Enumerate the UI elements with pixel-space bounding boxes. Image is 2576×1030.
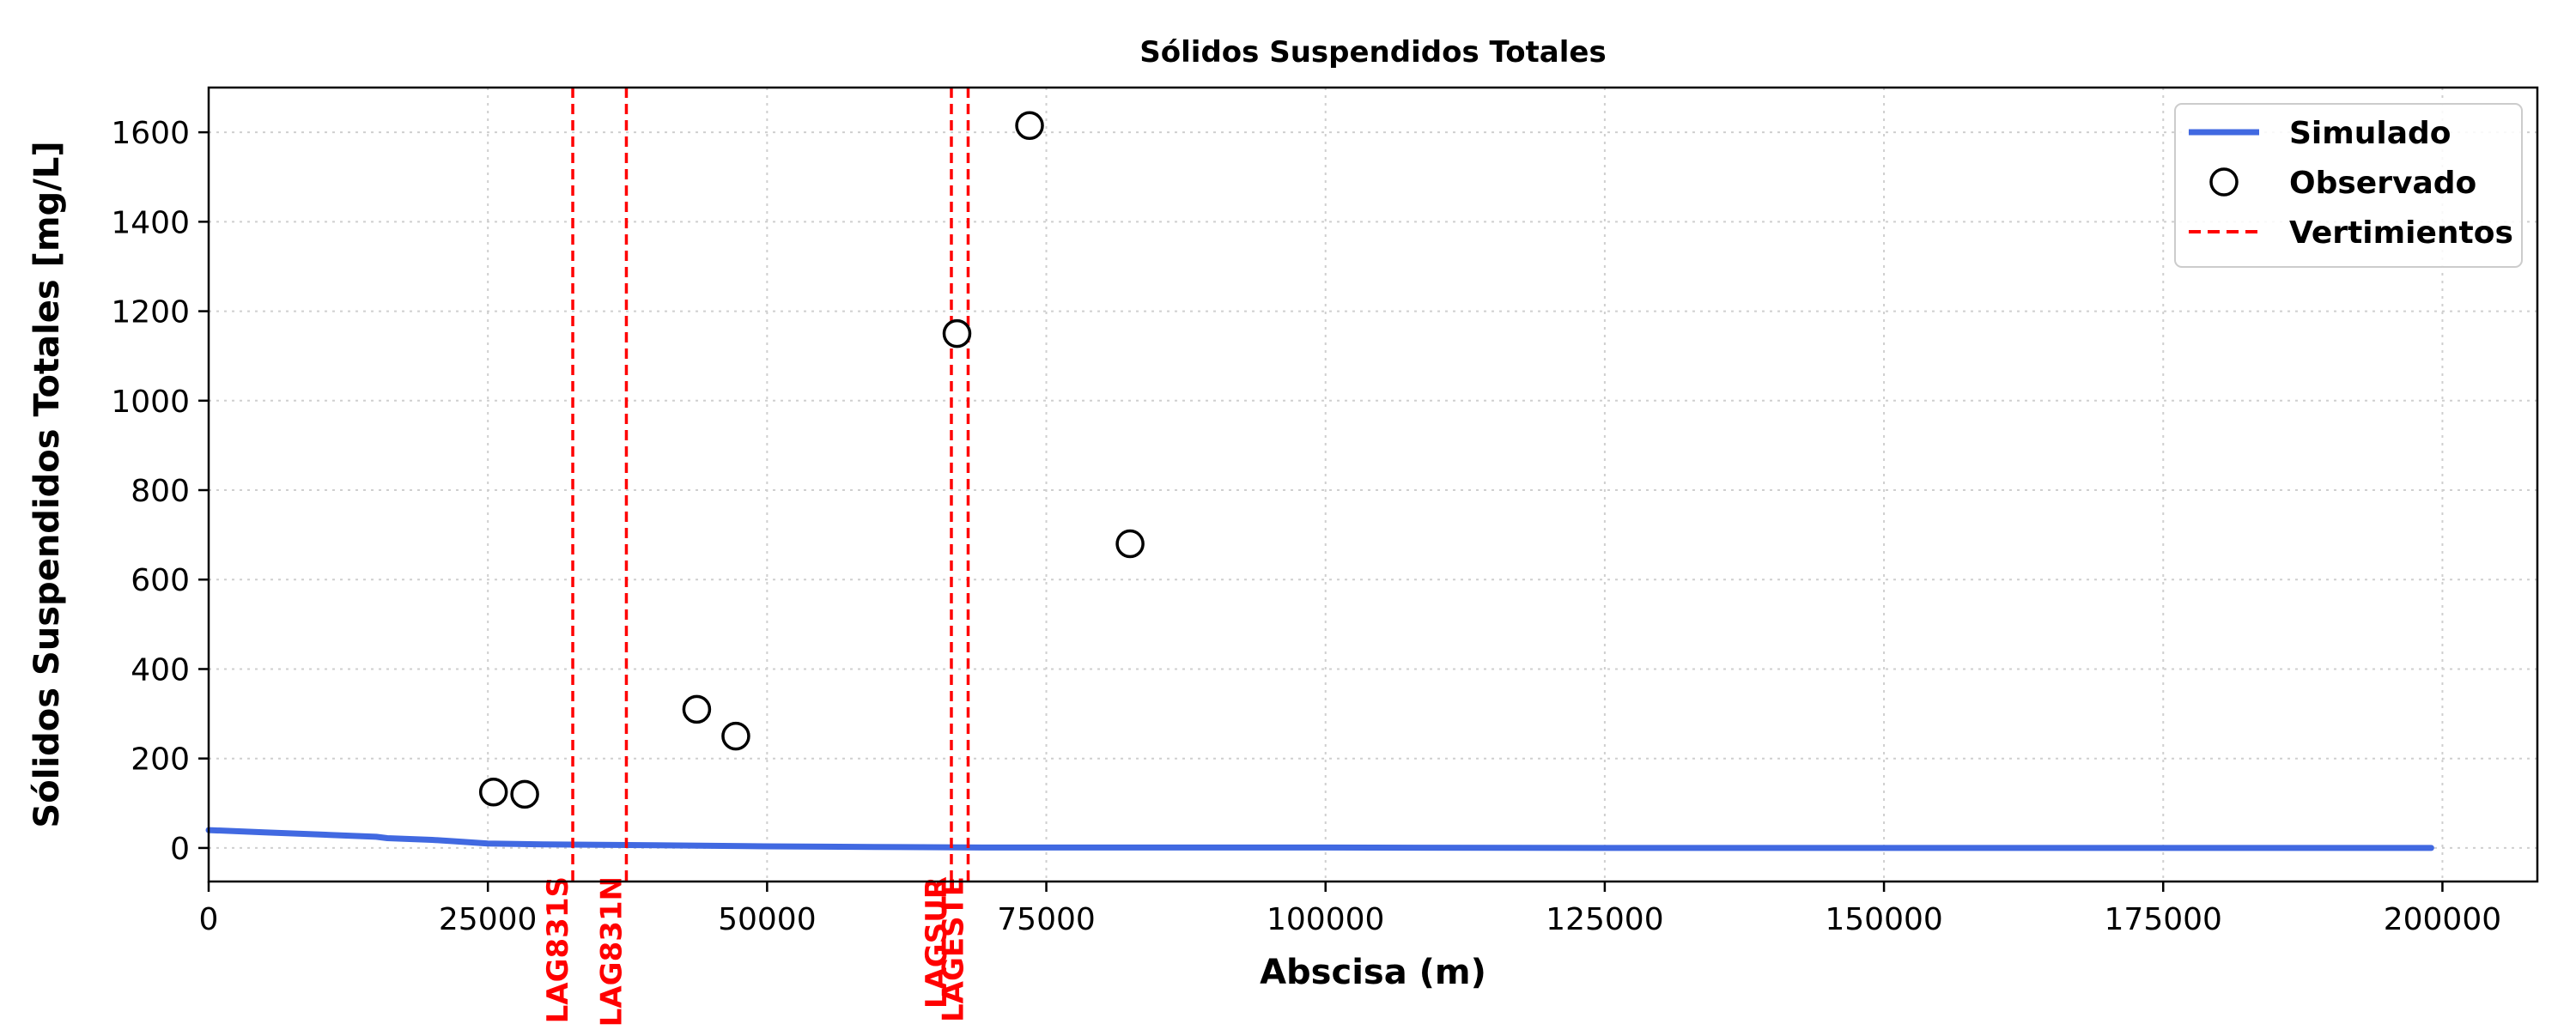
vertimiento-label: LAGSUR [920,876,954,1009]
legend-label-simulado: Simulado [2289,116,2451,151]
observado-point [1115,529,1145,559]
x-tick-label: 50000 [718,902,817,937]
grid [208,88,2537,882]
observado-point [942,318,972,348]
observado-point [510,779,539,809]
x-tick-label: 0 [199,902,219,937]
axis-ticks: 0 25000 50000 75000 100000 125000 150000 175000… [111,116,2501,937]
x-axis-label: Abscisa (m) [1260,953,1486,992]
y-tick-label: 200 [131,742,190,778]
chart-title: Sólidos Suspendidos Totales [1139,35,1606,70]
y-tick-label: 1600 [111,116,190,151]
y-tick-label: 1200 [111,295,190,330]
legend-swatch-observado [2209,167,2239,197]
observado-point [682,694,712,724]
observado-point [721,721,750,751]
x-tick-label: 175000 [2105,902,2222,937]
vertimiento-label: LAGESTE [936,876,970,1022]
y-tick-label: 0 [170,832,190,867]
y-tick-label: 800 [131,474,190,509]
x-tick-label: 75000 [997,902,1096,937]
x-tick-label: 100000 [1267,902,1384,937]
x-tick-label: 125000 [1546,902,1663,937]
y-tick-label: 400 [131,652,190,688]
x-tick-label: 25000 [439,902,538,937]
vertimiento-label: LAG831S [541,876,575,1023]
x-tick-label: 150000 [1825,902,1942,937]
observado-point [1015,111,1044,141]
series-line-simulado [205,827,2434,851]
observado-point [478,778,508,807]
y-tick-label: 1000 [111,385,190,420]
y-tick-label: 1400 [111,205,190,240]
y-axis-label: Sólidos Suspendidos Totales [mg/L] [27,141,67,827]
y-tick-label: 600 [131,563,190,598]
legend-box [2174,103,2523,268]
legend-label-observado: Observado [2289,166,2476,201]
plot-frame [207,86,2539,883]
legend: Simulado Observado Vertimientos [2174,103,2523,268]
x-tick-label: 200000 [2384,902,2501,937]
legend-label-vertimientos: Vertimientos [2289,215,2513,251]
vertimiento-label: LAG831N [594,876,629,1027]
